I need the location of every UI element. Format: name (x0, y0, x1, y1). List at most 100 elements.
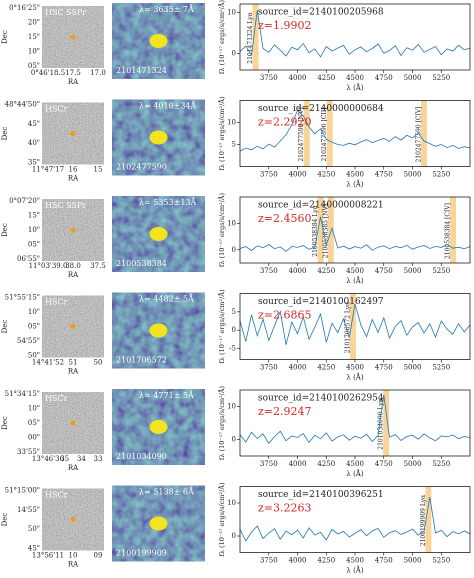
spectrum (239, 497, 471, 542)
line-annotation: 2100538384 [CIV] (445, 203, 452, 259)
ra-tick-label: 33 (94, 455, 103, 463)
ra-label: RA (68, 271, 79, 279)
dec-tick-label: 10" (28, 226, 40, 234)
ra-tick-label: 10 (69, 552, 78, 560)
line-band (327, 197, 334, 263)
redshift: z=2.4560 (258, 212, 312, 225)
x-tick-label: 5250 (432, 74, 450, 82)
x-tick-label: 4000 (289, 364, 307, 372)
narrowband-wavelength: λ= 4010±34Å (139, 102, 197, 111)
x-tick-label: 4500 (346, 364, 364, 372)
narrowband-source (149, 34, 168, 48)
x-tick-label: 4000 (289, 267, 307, 275)
x-tick-label: 4500 (346, 74, 364, 82)
x-tick-label: 3750 (260, 557, 278, 565)
dec-tick-label: 10" (28, 308, 40, 316)
line-band (421, 100, 427, 167)
y-axis-label: fλ (10⁻¹⁷ ergs/s/cm²/Å) (217, 385, 226, 460)
line-annotation: 2101471324 Lyα (247, 12, 254, 63)
ra-label: RA (68, 464, 79, 472)
redshift: z=2.6865 (258, 309, 312, 322)
x-tick-label: 4000 (289, 460, 307, 468)
dec-tick-label: 0°16'25" (9, 4, 40, 12)
narrowband-id: 2101034090 (116, 452, 167, 461)
x-tick-label: 5250 (432, 460, 450, 468)
dec-tick-label: 14'55" (17, 506, 40, 514)
ra-tick-label: 35 (60, 455, 69, 463)
spectrum (239, 303, 471, 345)
source-id: source_id=2140000008221 (258, 201, 384, 211)
ra-tick-label: 16 (69, 166, 78, 174)
dec-tick-label: 10" (28, 405, 40, 413)
x-tick-label: 4500 (346, 460, 364, 468)
dec-tick-label: 15" (28, 33, 40, 41)
narrowband-wavelength: λ= 3635± 7Å (139, 5, 194, 14)
line-annotation: 2100199909 Lyα (420, 495, 427, 546)
source-marker (70, 227, 76, 233)
x-tick-label: 5000 (404, 267, 422, 275)
x-tick-label: 4250 (317, 364, 335, 372)
line-band (303, 100, 310, 167)
x-tick-label: 4750 (375, 557, 393, 565)
x-tick-label: 4250 (317, 460, 335, 468)
source-marker (70, 517, 76, 522)
x-tick-label: 4750 (375, 460, 393, 468)
narrowband-wavelength: λ= 5138± 6Å (139, 488, 194, 497)
dec-tick-label: 05" (28, 419, 40, 427)
narrowband-id: 2101706572 (116, 356, 167, 365)
ra-label: RA (68, 78, 79, 86)
x-tick-label: 5000 (404, 557, 422, 565)
x-tick-label: 4750 (375, 364, 393, 372)
dec-label: Dec (1, 513, 9, 527)
source-id: source_id=2140100262954 (258, 394, 384, 404)
dec-label: Dec (1, 416, 9, 430)
line-annotation: 2101034090 Lyα (378, 398, 385, 449)
line-annotation: 2102477590 [CII] (321, 107, 328, 161)
survey-label: HSCr (45, 105, 68, 114)
y-tick-label: 5 (232, 141, 236, 149)
dec-tick-label: 51°34'15" (5, 390, 40, 398)
x-axis-label: λ (Å) (346, 373, 363, 382)
narrowband-wavelength: λ= 4482± 5Å (139, 295, 194, 304)
x-tick-label: 5000 (404, 364, 422, 372)
x-tick-label: 5000 (404, 74, 422, 82)
x-axis-label: λ (Å) (346, 276, 363, 285)
ra-tick-label: 15 (94, 166, 103, 174)
y-tick-label: 0 (232, 246, 236, 254)
x-axis-label: λ (Å) (346, 83, 363, 92)
x-tick-label: 4000 (289, 171, 307, 179)
y-axis-label: fλ (10⁻¹⁷ ergs/s/cm²/Å) (217, 289, 226, 364)
ra-tick-label: 11°47'17 (32, 166, 64, 174)
spectrum (239, 394, 471, 445)
y-axis-label: fλ (10⁻¹⁷ ergs/s/cm²/Å) (217, 192, 226, 267)
dec-tick-label: 54'55" (17, 337, 40, 345)
y-tick-label: -5 (229, 345, 236, 353)
ra-tick-label: 13°56'11 (32, 552, 64, 560)
narrowband-wavelength: λ= 4771± 5Å (139, 391, 194, 400)
y-tick-label: 10 (227, 403, 236, 411)
dec-label: Dec (1, 223, 9, 237)
y-tick-label: 10 (227, 119, 236, 127)
ra-label: RA (68, 561, 79, 569)
dec-label: Dec (1, 127, 9, 141)
y-axis-label: fλ (10⁻¹⁷ ergs/s/cm²/Å) (217, 482, 226, 557)
y-tick-label: 0 (232, 532, 236, 540)
narrowband-source (149, 323, 168, 338)
x-axis-label: λ (Å) (346, 566, 363, 575)
line-band (349, 293, 356, 360)
source-id: source_id=2140100205968 (258, 8, 384, 18)
narrowband-id: 2100538384 (116, 259, 167, 268)
y-axis-label: fλ (10⁻¹⁷ ergs/s/cm²/Å) (217, 96, 226, 171)
dec-tick-label: 06'55" (17, 255, 40, 263)
narrowband-id: 2102477590 (116, 163, 167, 172)
dec-tick-label: 45" (28, 120, 40, 128)
source-marker (70, 34, 76, 40)
source-id: source_id=2140100396251 (258, 490, 384, 500)
dec-tick-label: 50" (28, 352, 40, 360)
line-band (450, 197, 457, 263)
dec-tick-label: 0°07'20" (9, 197, 40, 205)
x-tick-label: 4000 (289, 557, 307, 565)
line-band (252, 4, 259, 70)
line-annotation: 2102477590 [NV] (298, 107, 305, 161)
redshift: z=2.2920 (258, 116, 312, 129)
